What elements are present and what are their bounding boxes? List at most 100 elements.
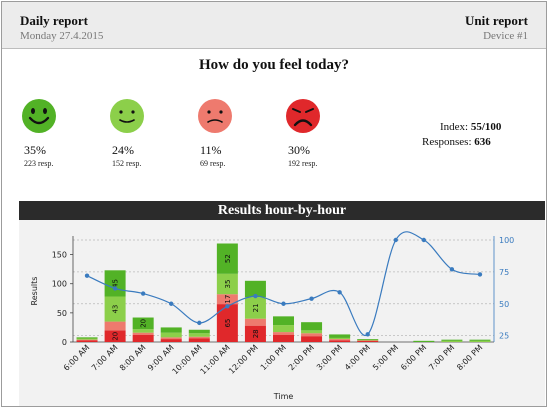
bar-segment: [104, 330, 126, 342]
x-tick-label: 7:00 PM: [427, 343, 456, 372]
y-tick-label: 50: [57, 309, 67, 318]
bar-segment: [188, 329, 210, 334]
bar-segment: [301, 330, 323, 334]
index-point: [477, 272, 483, 277]
x-tick-label: 12:00 PM: [227, 343, 260, 376]
bar-segment: [441, 340, 463, 342]
index-point: [337, 290, 342, 295]
index-point: [140, 291, 146, 296]
bar-segment: [273, 325, 294, 333]
index-point: [225, 304, 230, 309]
index-point: [393, 237, 398, 243]
bar-segment: [357, 340, 379, 342]
responses-label: Responses:: [422, 136, 472, 148]
mood-responses: 69 resp.: [200, 159, 226, 168]
bar-segment: [413, 340, 435, 342]
index-label: Index:: [440, 121, 469, 133]
mood-percent: 24%: [112, 143, 134, 157]
y-tick-label: 150: [52, 251, 67, 260]
mood-percent: 30%: [288, 143, 310, 157]
hourly-results-chart: 0 50 100 150 25 50 75 100 20 43 45 20 65 17 35 52 28 21 6:…: [19, 220, 545, 406]
bar-segment: [132, 332, 154, 336]
chart-canvas: 0 50 100 150 25 50 75 100 20 43 45 20 65 17 35 52 28 21 6:…: [30, 231, 514, 401]
index-point: [253, 293, 258, 299]
x-tick-label: 7:00 AM: [90, 343, 120, 373]
bar-segment: [188, 333, 210, 337]
bar-segment: [188, 336, 210, 339]
x-tick-label: 5:00 PM: [371, 343, 400, 372]
bar-segment: [216, 243, 238, 274]
bar-segment: [188, 338, 210, 342]
survey-question: How do you feel today?: [199, 57, 349, 73]
very-happy-face-icon: [22, 99, 56, 133]
mood-very-happy: 35% 223 resp.: [20, 97, 100, 168]
x-tick-label: 6:00 AM: [62, 343, 92, 373]
bar-segment: [469, 339, 491, 341]
device-name: Device #1: [483, 30, 528, 42]
bar-segment: [357, 339, 379, 341]
bar-segment: [301, 333, 323, 337]
y2-tick-label: 50: [499, 300, 509, 309]
bar-segment: [273, 332, 294, 336]
mood-sad: 11% 69 resp.: [196, 97, 276, 168]
bar-segment: [76, 339, 98, 341]
mood-percent: 35%: [24, 143, 46, 157]
y2-tick-label: 75: [499, 268, 509, 277]
bar-value-label: 20: [140, 319, 148, 328]
responses-value: 636: [474, 136, 491, 148]
bar-segment: [216, 273, 238, 295]
y-tick-label: 0: [62, 338, 67, 347]
index-point: [84, 273, 90, 278]
bar-segment: [160, 337, 182, 340]
bar-segment: [244, 325, 266, 342]
mood-very-sad: 30% 192 resp.: [284, 97, 364, 168]
bar-segment: [160, 327, 182, 333]
bar-segment: [76, 340, 98, 342]
bar-segment: [216, 294, 238, 305]
x-tick-label: 8:00 PM: [455, 343, 484, 372]
bar-segment: [76, 338, 98, 340]
bar-segment: [132, 317, 154, 330]
bar-value-label: 17: [224, 295, 232, 304]
bar-segment: [273, 335, 294, 342]
unit-report-title: Unit report: [465, 13, 528, 28]
bar-segment: [104, 321, 126, 331]
mood-responses: 152 resp.: [112, 159, 142, 168]
index-point: [169, 301, 174, 306]
index-point: [281, 301, 286, 306]
bar-segment: [469, 340, 491, 342]
bar-segment: [104, 296, 126, 322]
bar-value-label: 20: [112, 332, 120, 341]
bar-segment: [216, 304, 238, 342]
bar-segment: [244, 297, 266, 319]
report-title: Daily report: [20, 13, 88, 28]
bar-segment: [76, 337, 98, 339]
bar-segment: [329, 339, 351, 341]
bar-value-label: 28: [252, 329, 260, 338]
index-point: [421, 237, 427, 243]
bar-value-label: 65: [224, 319, 232, 328]
mood-responses: 192 resp.: [288, 159, 318, 168]
y-axis-title: Results: [30, 277, 39, 306]
bar-value-label: 52: [224, 254, 232, 263]
x-axis-title: Time: [273, 392, 294, 401]
x-tick-label: 6:00 PM: [399, 343, 428, 372]
very-sad-face-icon: [286, 99, 320, 133]
index-point: [449, 267, 455, 272]
y-tick-label: 100: [52, 280, 67, 289]
bar-segment: [301, 322, 323, 331]
bar-segment: [132, 329, 154, 333]
mood-responses: 223 resp.: [24, 159, 54, 168]
index-point: [309, 296, 314, 301]
y2-tick-label: 25: [499, 332, 509, 341]
mood-percent: 11%: [200, 143, 222, 157]
index-value: 55/100: [470, 121, 502, 133]
bar-segment: [357, 340, 379, 342]
bar-segment: [329, 340, 351, 342]
bar-value-label: 43: [112, 305, 120, 314]
bar-segment: [441, 339, 463, 341]
x-tick-label: 8:00 AM: [118, 343, 148, 373]
sad-face-icon: [198, 99, 232, 133]
index-point: [197, 320, 202, 326]
